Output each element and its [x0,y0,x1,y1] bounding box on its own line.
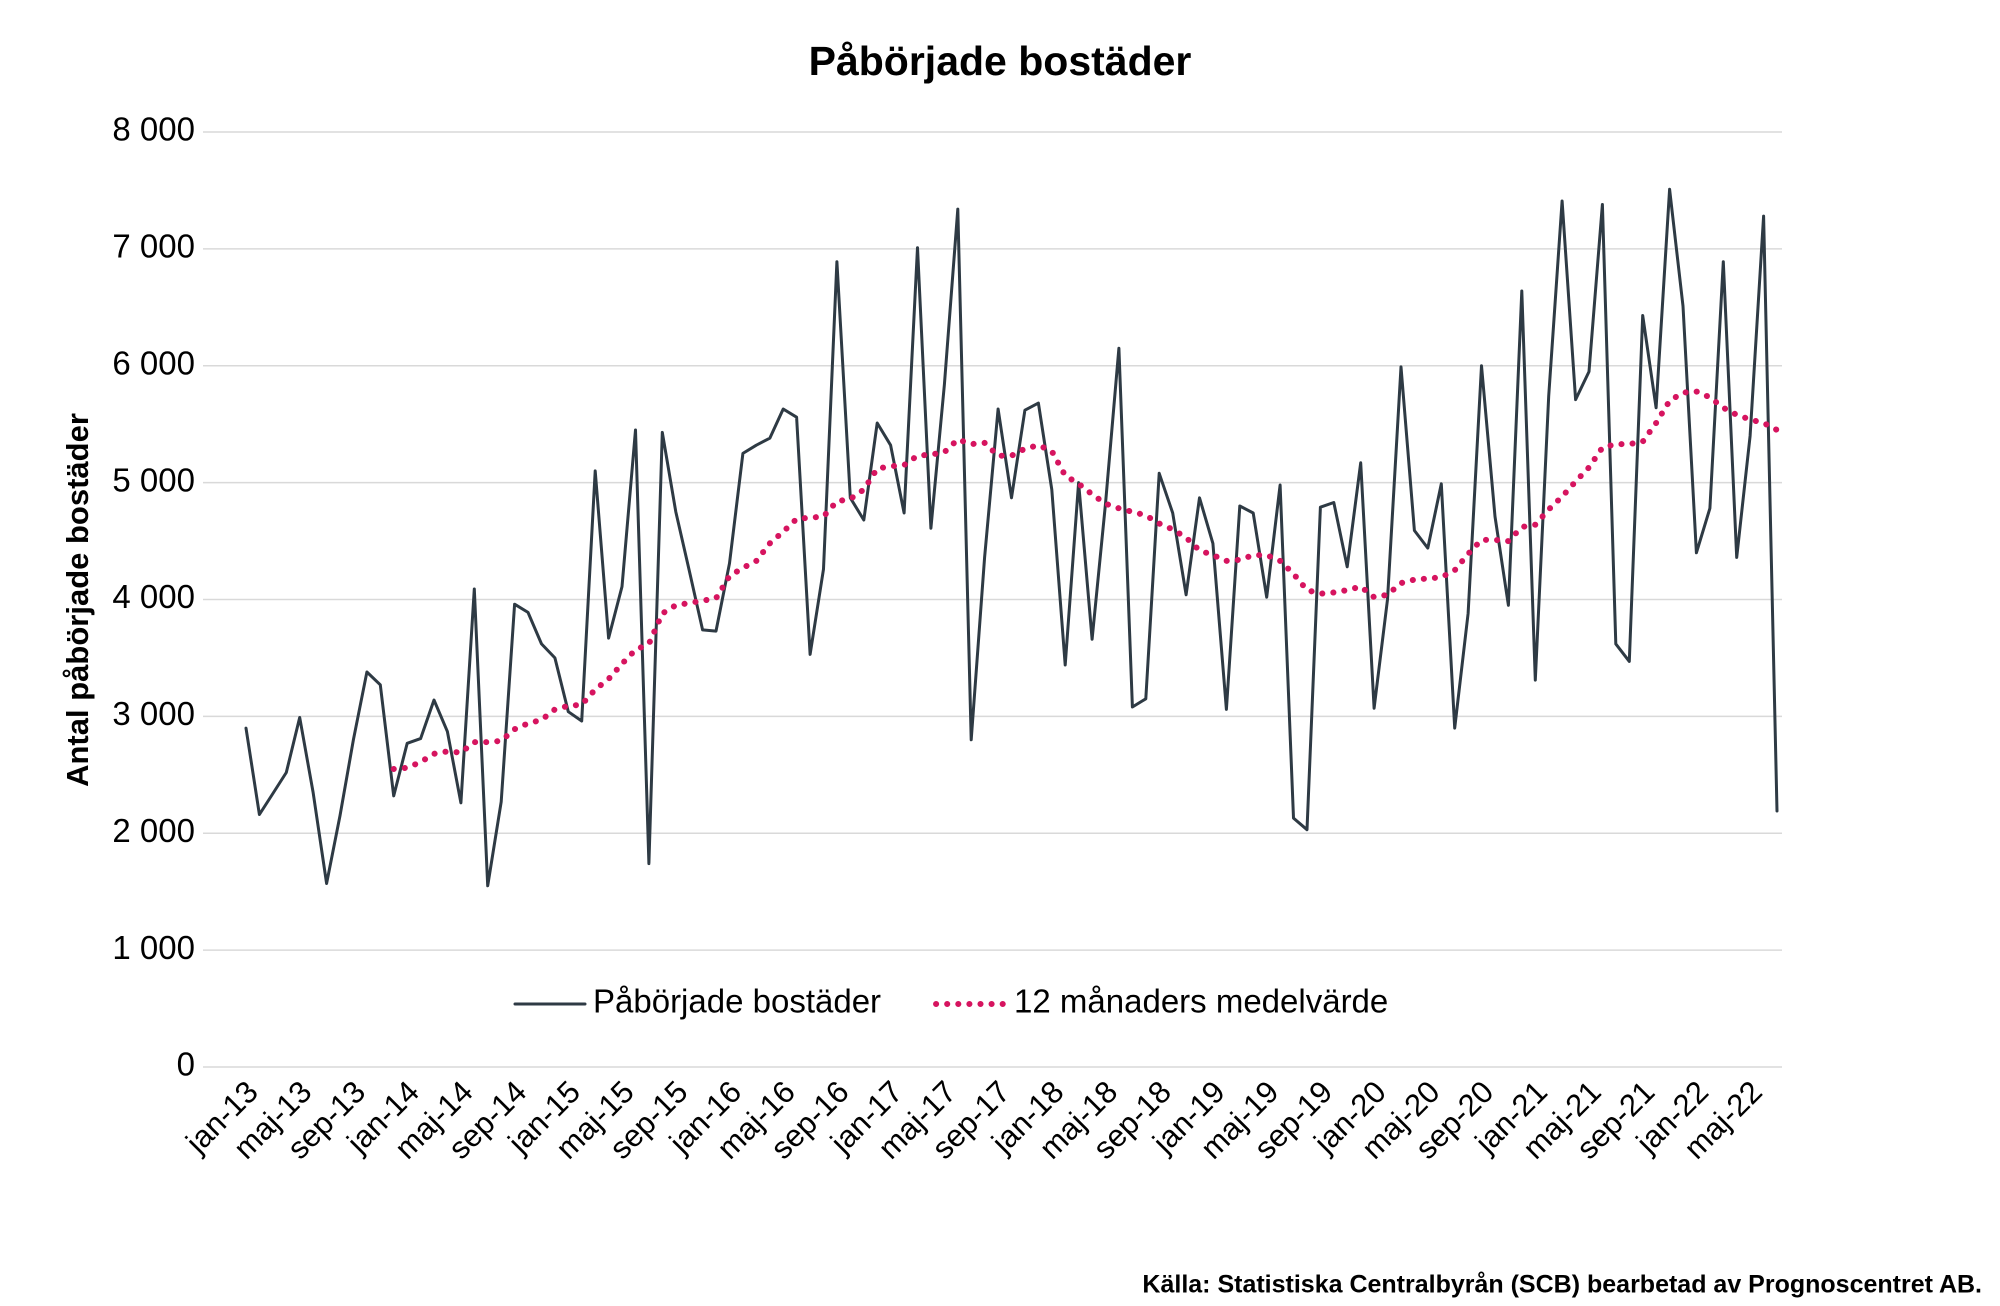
y-tick-label: 6 000 [112,344,195,381]
y-tick-label: 3 000 [112,695,195,732]
y-tick-label: 7 000 [112,228,195,265]
series-line [390,388,1780,772]
y-tick-label: 4 000 [112,578,195,615]
y-axis-label: Antal påbörjade bostäder [60,413,95,787]
chart-title: Påbörjade bostäder [809,38,1192,84]
series-line [244,187,1779,888]
y-tick-label: 2 000 [112,812,195,849]
y-tick-label: 1 000 [112,929,195,966]
y-tick-label: 5 000 [112,461,195,498]
y-tick-label: 0 [177,1046,195,1083]
legend-label: 12 månaders medelvärde [1014,983,1388,1020]
y-tick-label: 8 000 [112,111,195,148]
source-note: Källa: Statistiska Centralbyrån (SCB) be… [1142,1271,1982,1299]
legend-label: Påbörjade bostäder [593,983,881,1020]
